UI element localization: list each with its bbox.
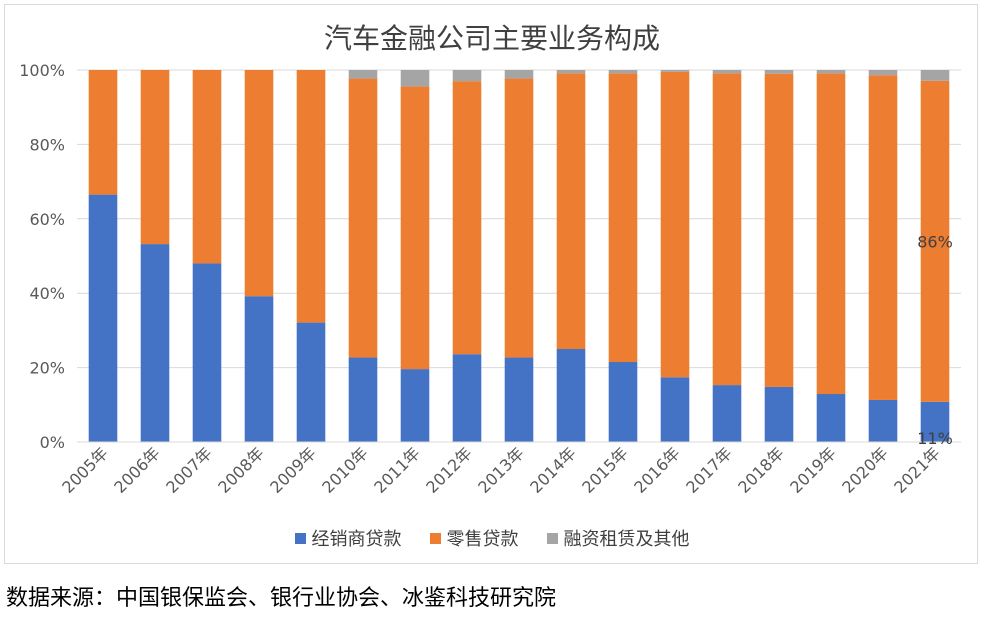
y-tick-label: 0% xyxy=(40,433,65,452)
bar-dealer xyxy=(712,385,742,442)
data-label: 86% xyxy=(917,232,953,251)
bar-leasing xyxy=(712,70,742,74)
bar-dealer xyxy=(920,401,950,442)
bar-retail xyxy=(816,73,846,395)
bar-retail xyxy=(192,70,222,264)
bar-leasing xyxy=(504,70,534,79)
x-tick-label: 2018年 xyxy=(734,443,788,497)
x-tick-label: 2007年 xyxy=(162,443,216,497)
x-tick-label: 2014年 xyxy=(526,443,580,497)
data-label: 11% xyxy=(917,429,953,448)
x-tick-label: 2013年 xyxy=(474,443,528,497)
bar-retail xyxy=(244,70,274,297)
legend-label: 融资租赁及其他 xyxy=(563,529,690,550)
chart-frame: 汽车金融公司主要业务构成 0% 20% 40% 60% 80% 100% 2005年 2006… xyxy=(4,4,978,564)
bar-leasing xyxy=(816,70,846,74)
bar-dealer xyxy=(88,194,118,442)
bar-dealer xyxy=(140,244,170,442)
bar-retail xyxy=(556,73,586,350)
x-tick-label: 2008年 xyxy=(214,443,268,497)
x-tick-label: 2010年 xyxy=(318,443,372,497)
y-tick-label: 60% xyxy=(29,210,65,229)
bar-dealer xyxy=(348,357,378,442)
y-tick-label: 80% xyxy=(29,135,65,154)
source-note: 数据来源：中国银保监会、银行业协会、冰鉴科技研究院 xyxy=(6,586,557,611)
x-tick-label: 2021年 xyxy=(890,443,944,497)
bar-retail xyxy=(712,73,742,386)
legend-item: 经销商贷款 xyxy=(294,525,402,551)
bar-leasing xyxy=(920,70,950,81)
bar-retail xyxy=(140,70,170,245)
bar-leasing xyxy=(660,70,690,72)
bar-retail xyxy=(400,86,430,370)
x-tick-label: 2015年 xyxy=(578,443,632,497)
x-tick-label: 2009年 xyxy=(266,443,320,497)
bar-dealer xyxy=(556,349,586,442)
x-tick-label: 2017年 xyxy=(682,443,736,497)
bar-leasing xyxy=(608,70,638,74)
bar-retail xyxy=(764,73,794,387)
x-tick-label: 2011年 xyxy=(370,443,424,497)
bar-dealer xyxy=(452,354,482,442)
bar-leasing xyxy=(348,70,378,79)
x-tick-label: 2016年 xyxy=(630,443,684,497)
bar-dealer xyxy=(608,362,638,442)
bar-leasing xyxy=(868,70,898,76)
legend-swatch xyxy=(546,532,558,544)
bar-leasing xyxy=(400,70,430,87)
bar-leasing xyxy=(556,70,586,74)
bar-dealer xyxy=(816,394,846,442)
bar-dealer xyxy=(400,369,430,442)
legend-swatch xyxy=(429,532,441,544)
y-tick-label: 40% xyxy=(29,284,65,303)
bar-retail xyxy=(504,78,534,358)
legend-swatch xyxy=(294,532,306,544)
legend-label: 经销商贷款 xyxy=(311,529,402,550)
bar-dealer xyxy=(192,263,222,442)
bar-retail xyxy=(608,73,638,363)
legend-item: 零售贷款 xyxy=(429,525,519,551)
bar-retail xyxy=(348,78,378,358)
bar-dealer xyxy=(868,399,898,442)
bar-retail xyxy=(660,71,690,378)
x-tick-label: 2006年 xyxy=(110,443,164,497)
chart-plot-area: 0%20%40%60%80%100%2005年2006年2007年2008年20… xyxy=(19,61,961,497)
chart-title: 汽车金融公司主要业务构成 xyxy=(323,22,660,55)
legend-item: 融资租赁及其他 xyxy=(546,525,690,551)
bar-retail xyxy=(868,75,898,400)
x-tick-label: 2019年 xyxy=(786,443,840,497)
x-tick-label: 2005年 xyxy=(58,443,112,497)
bar-dealer xyxy=(244,296,274,442)
y-tick-label: 100% xyxy=(19,61,65,80)
bar-retail xyxy=(452,81,482,355)
x-tick-label: 2020年 xyxy=(838,443,892,497)
y-tick-label: 20% xyxy=(29,359,65,378)
bar-retail xyxy=(296,70,326,323)
bar-dealer xyxy=(660,377,690,442)
bar-leasing xyxy=(764,70,794,74)
bar-dealer xyxy=(296,322,326,442)
bar-retail xyxy=(920,80,950,402)
chart-legend: 经销商贷款 零售贷款 融资租赁及其他 xyxy=(5,525,979,551)
bar-dealer xyxy=(504,357,534,442)
bar-dealer xyxy=(764,386,794,442)
bar-leasing xyxy=(452,70,482,82)
legend-label: 零售贷款 xyxy=(446,529,519,550)
bar-retail xyxy=(88,70,118,195)
x-tick-label: 2012年 xyxy=(422,443,476,497)
